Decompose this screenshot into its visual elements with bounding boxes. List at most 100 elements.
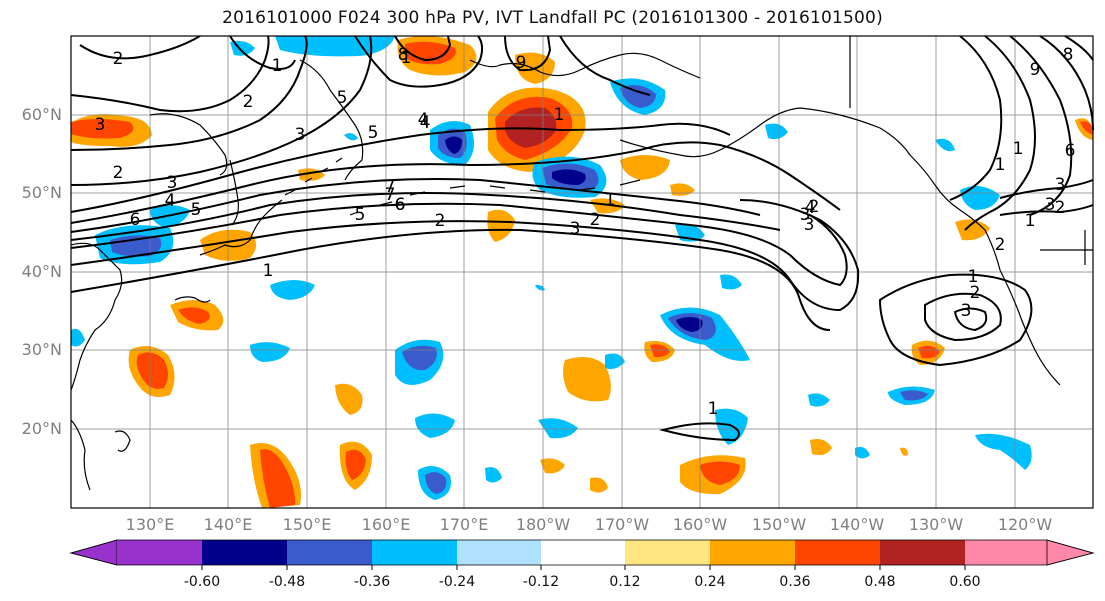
coastline-japan — [174, 199, 283, 303]
contour-label: 3 — [961, 301, 972, 321]
colorbar-segment — [117, 540, 202, 565]
contour-label: 3 — [95, 115, 106, 135]
contour-label: 2 — [995, 235, 1006, 255]
colorbar-segment — [372, 540, 457, 565]
coastline-east-asia — [70, 242, 123, 391]
contour-label: 1 — [995, 155, 1006, 175]
contour-label: 3 — [1055, 175, 1066, 195]
colorbar-segment — [795, 540, 880, 565]
lon-label: 140°W — [829, 515, 885, 534]
contour-label: 3 — [1045, 195, 1056, 215]
contour-label: 4 — [805, 198, 816, 218]
colorbar-tick-label: -0.24 — [438, 574, 476, 590]
colorbar-tick-label: 0.12 — [609, 574, 641, 590]
contour-label: 9 — [516, 53, 527, 73]
colorbar-tick-label: 0.48 — [864, 574, 896, 590]
contour-label: 1 — [1013, 139, 1024, 159]
lon-label: 160°W — [672, 515, 728, 534]
colorbar-segment — [287, 540, 372, 565]
lon-label: 170°E — [439, 515, 489, 534]
contour-label: 2 — [113, 49, 124, 69]
contour-label: 2 — [809, 197, 820, 217]
colorbar-tick-label: 0.24 — [694, 574, 726, 590]
lat-label: 50°N — [21, 183, 62, 202]
contour-label: 8 — [398, 45, 409, 65]
contour-label: 1 — [554, 105, 565, 125]
colorbar-segment — [541, 540, 625, 565]
map-title: 2016101000 F024 300 hPa PV, IVT Landfall… — [222, 8, 883, 28]
contour-label: 2 — [113, 163, 124, 183]
coastline-canada — [934, 184, 1061, 386]
contour-label: 5 — [191, 200, 202, 220]
colorbar-segment — [625, 540, 710, 565]
map-frame — [70, 35, 1094, 509]
contour-label: 6 — [1065, 141, 1076, 161]
colorbar-segment — [202, 540, 287, 565]
colorbar-segment — [710, 540, 795, 565]
coastline-okhotsk — [149, 113, 228, 176]
lon-label: 120°W — [997, 515, 1053, 534]
colorbar-tick-label: -0.48 — [268, 574, 306, 590]
contour-label: 1 — [605, 190, 616, 210]
coastlines — [70, 36, 1093, 491]
contour-label: 3 — [804, 215, 815, 235]
contour-label: 2 — [243, 92, 254, 112]
contour-label: 9 — [1030, 60, 1041, 80]
contour-label: 3 — [295, 125, 306, 145]
negative-anomaly-fills — [71, 36, 1032, 500]
contour-label: 1 — [1025, 211, 1036, 231]
contour-label: 2 — [1055, 198, 1066, 218]
lon-label: 160°E — [361, 515, 411, 534]
contour-label: 1 — [968, 267, 979, 287]
contour-label: 1 — [272, 56, 283, 76]
contour-label: 1 — [263, 261, 274, 281]
pv-contours — [70, 35, 1094, 442]
colorbar-tick-label: 0.36 — [779, 574, 811, 590]
contour-label: 2 — [435, 211, 446, 231]
contour-label: 6 — [130, 210, 141, 230]
colorbar-segment — [965, 540, 1047, 565]
contour-label: 7 — [385, 185, 396, 205]
contour-label: 5 — [368, 123, 379, 143]
contour-label: 5 — [337, 88, 348, 108]
contour-label: 4 — [420, 113, 431, 133]
contour-label: 4 — [165, 191, 176, 211]
colorbar-extend-low — [69, 539, 118, 566]
contour-label: 4 — [418, 110, 429, 130]
contour-label: 6 — [395, 195, 406, 215]
lon-label: 130°E — [125, 515, 175, 534]
contour-label: 7 — [385, 177, 396, 197]
contour-label: 6 — [395, 195, 406, 215]
contour-label: 2 — [590, 210, 601, 230]
contour-label: 1 — [401, 48, 412, 68]
lon-label: 130°W — [908, 515, 964, 534]
contour-label: 3 — [167, 173, 178, 193]
colorbar-tick-label: -0.36 — [353, 574, 391, 590]
coastline-philippines — [70, 419, 131, 491]
lon-label: 150°W — [751, 515, 807, 534]
contour-label: 3 — [800, 205, 811, 225]
lat-label: 30°N — [21, 340, 62, 359]
lat-label: 60°N — [21, 105, 62, 124]
colorbar-segment — [880, 540, 965, 565]
colorbar — [69, 539, 1095, 570]
coastline-kuriles — [284, 157, 343, 196]
colorbar-extend-high — [1046, 539, 1095, 566]
lon-label: 140°E — [203, 515, 253, 534]
colorbar-segment — [457, 540, 541, 565]
lon-label: 170°W — [594, 515, 650, 534]
lon-label: 150°E — [282, 515, 332, 534]
colorbar-tick-label: -0.60 — [183, 574, 221, 590]
coastline-kamchatka — [299, 59, 364, 181]
border-us-canada — [1040, 230, 1093, 265]
colorbar-tick-label: 0.60 — [949, 574, 981, 590]
lon-label: 180°W — [515, 515, 571, 534]
contour-label: 2 — [970, 283, 981, 303]
lat-label: 20°N — [21, 419, 62, 438]
contour-label: 3 — [570, 219, 581, 239]
colorbar-outline — [69, 539, 1095, 566]
contour-label: 5 — [355, 205, 366, 225]
coastline-alaska — [469, 52, 936, 186]
